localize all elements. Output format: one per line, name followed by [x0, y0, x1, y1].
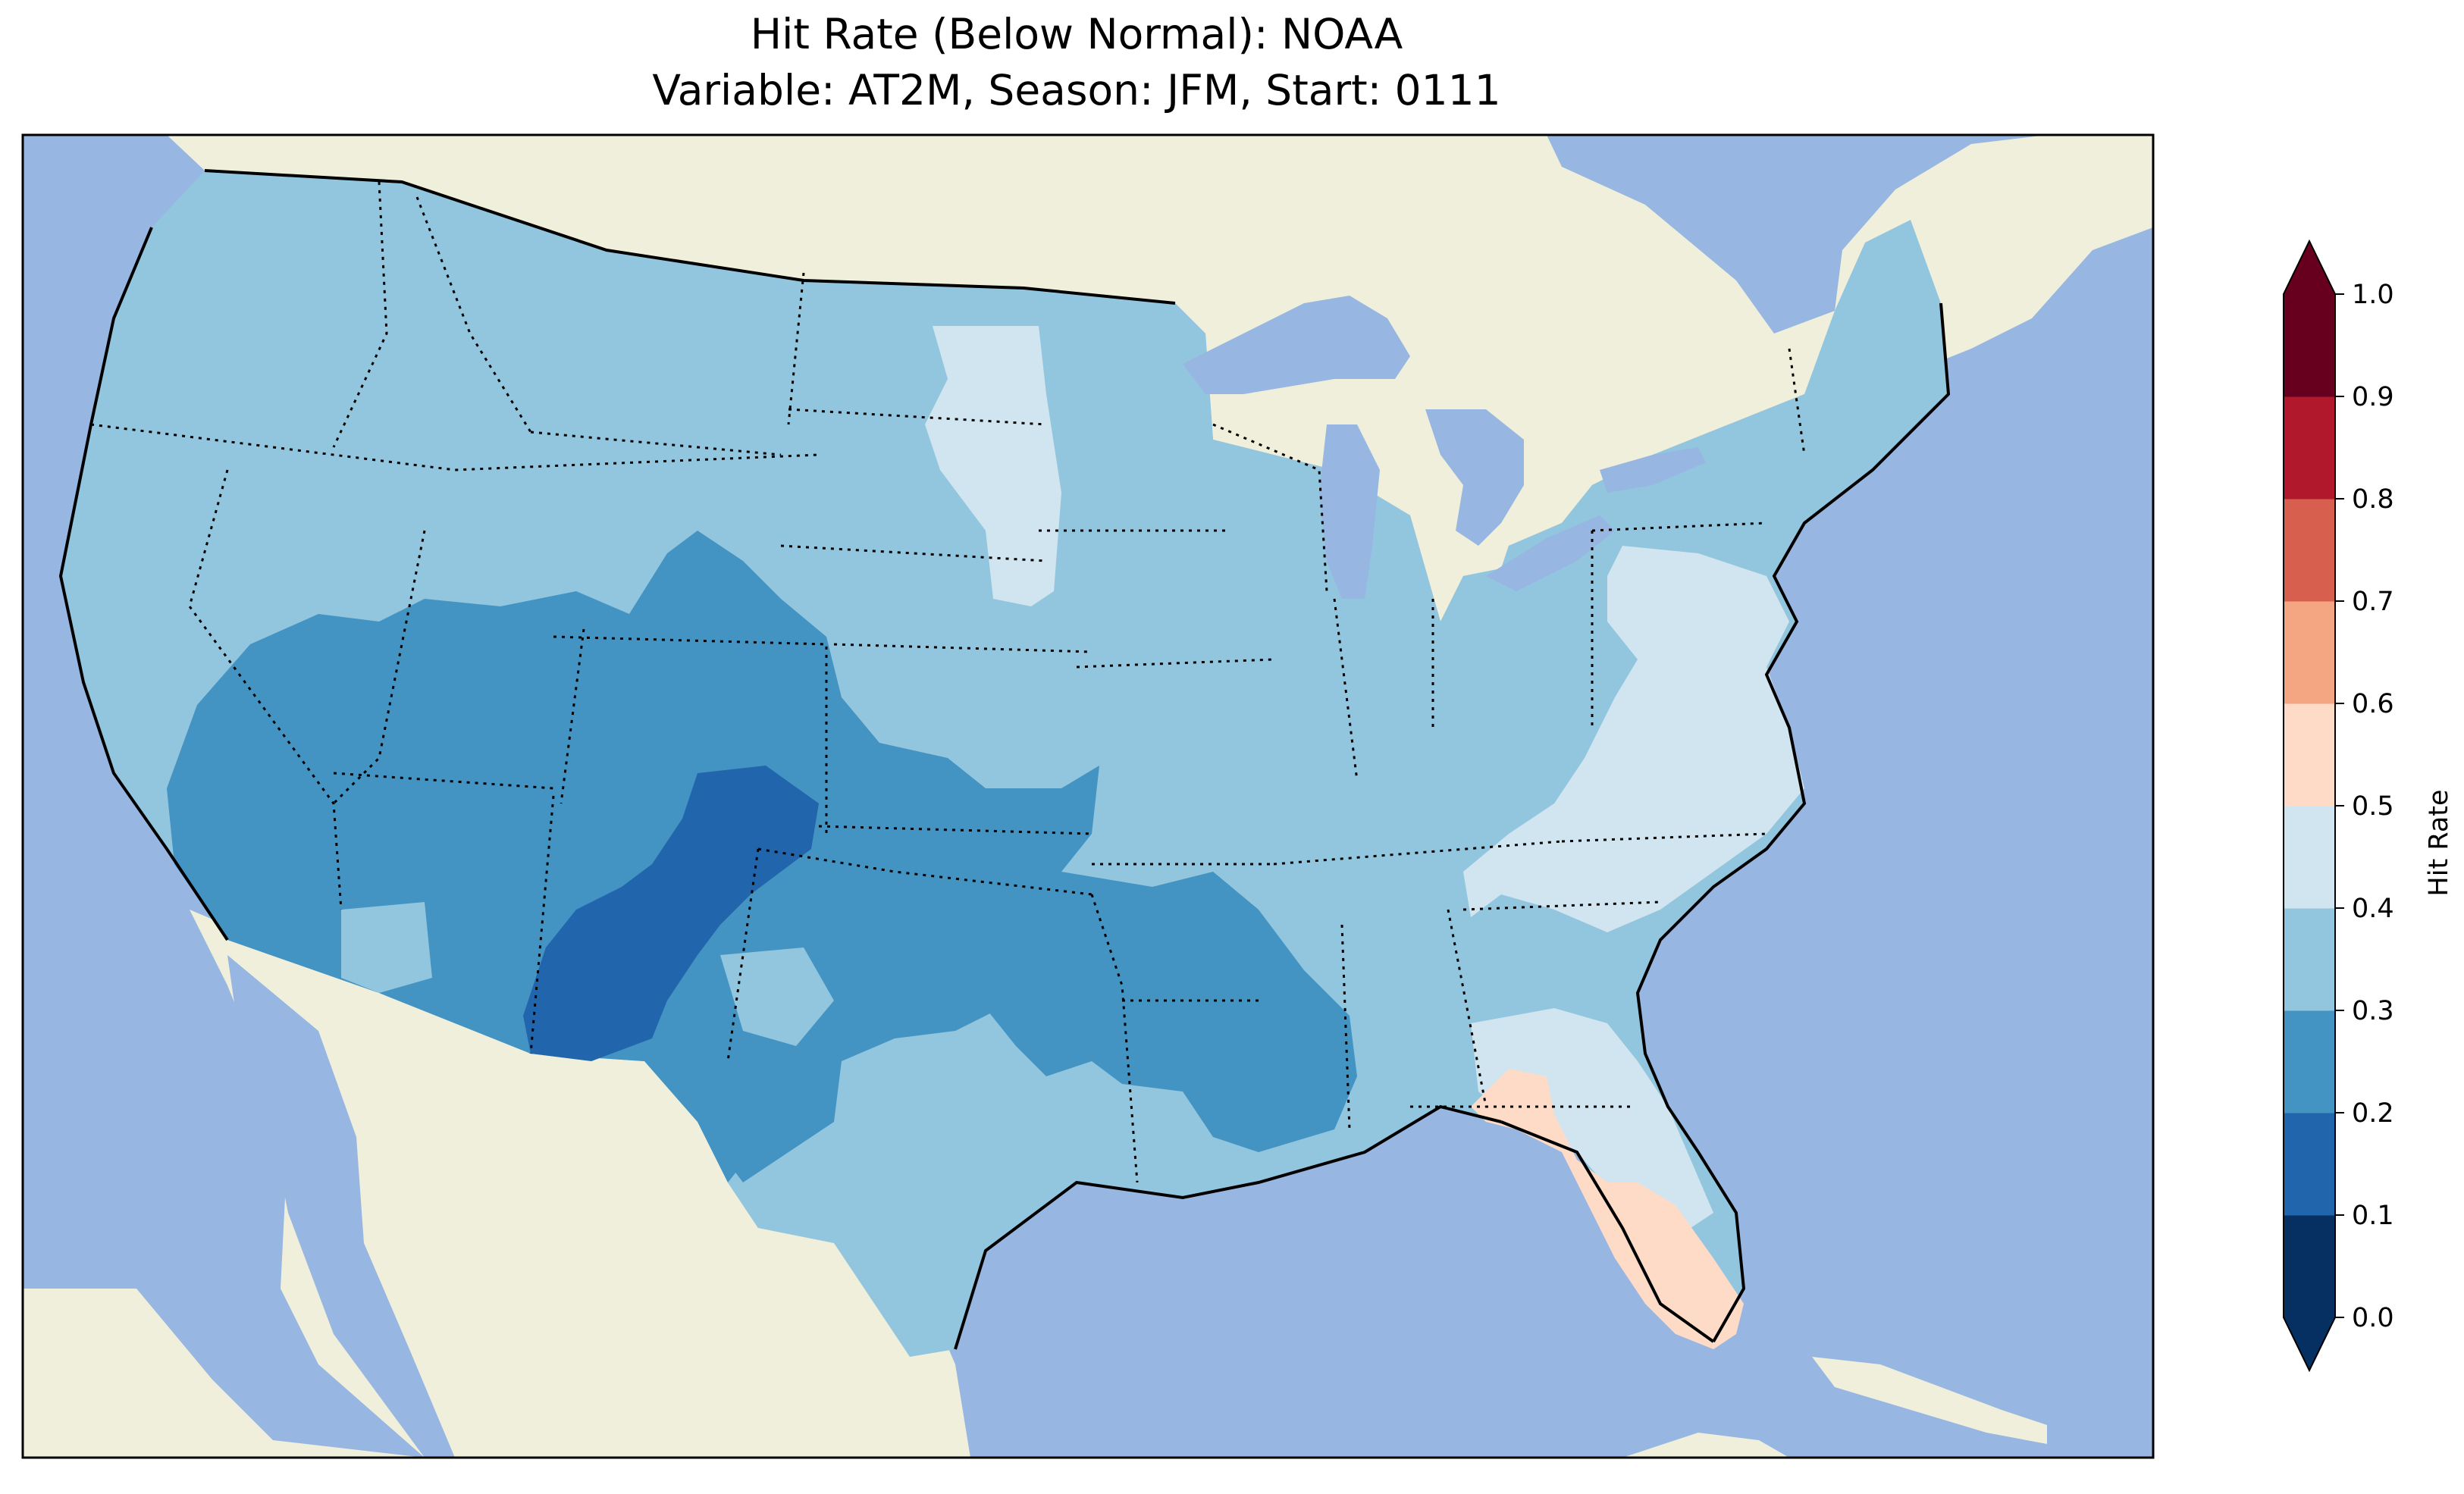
- colorbar-bin: [2284, 1010, 2335, 1113]
- map-title: Hit Rate (Below Normal): NOAA: [750, 10, 1403, 58]
- border-az-nm: [529, 795, 555, 1054]
- colorbar-tick-label: 0.4: [2352, 894, 2394, 924]
- map-area: [23, 135, 2153, 1458]
- colorbar-tick-label: 0.9: [2352, 382, 2394, 412]
- border-nd-sd: [788, 408, 1047, 426]
- dakotas-strip: [925, 326, 1061, 606]
- colorbar-bin: [2284, 908, 2335, 1011]
- canada-land: [167, 135, 2153, 622]
- lake-michigan: [1319, 424, 1380, 599]
- lake-huron: [1425, 409, 1524, 546]
- gulf-coast: [954, 1104, 1502, 1350]
- border-mt-wy: [530, 431, 782, 456]
- southern-plains-region: [986, 872, 1357, 1152]
- border-ky-tn: [1273, 840, 1563, 866]
- canada-us-border: [204, 169, 1176, 305]
- colorbar-bin: [2284, 703, 2335, 807]
- mid-atlantic-region: [1463, 546, 1804, 932]
- border-tn-nc: [1561, 832, 1767, 843]
- southeast-region: [1471, 1008, 1713, 1243]
- colorbar-bin: [2284, 396, 2335, 500]
- lake-superior: [1183, 296, 1410, 394]
- colorbar-extend-low: [2284, 1317, 2335, 1370]
- colorbar-extend-high: [2284, 241, 2335, 294]
- border-il-in: [1333, 598, 1359, 781]
- colorbar-bin: [2284, 499, 2335, 602]
- colorbar-tick-label: 0.0: [2352, 1303, 2394, 1333]
- new-mexico-region: [523, 766, 819, 1061]
- colorbar-tick-label: 0.7: [2352, 587, 2394, 617]
- border-mt-nd: [787, 272, 805, 425]
- colorbar-tick-label: 0.6: [2352, 689, 2394, 719]
- texas-gap: [720, 947, 834, 1046]
- southwest-region: [167, 531, 1099, 1182]
- colorbar-tick-label: 0.1: [2352, 1201, 2394, 1231]
- border-wa-id: [332, 181, 388, 448]
- gulf-of-california: [227, 955, 455, 1458]
- colorbar-bin: [2284, 294, 2335, 397]
- coastlines: [58, 169, 1951, 1350]
- pacific-coast: [58, 227, 229, 941]
- colorbar-bin: [2284, 1215, 2335, 1318]
- utah-nevada-pocket: [341, 902, 432, 993]
- colorbar-tick-label: 0.2: [2352, 1098, 2394, 1129]
- lake-ontario: [1600, 447, 1706, 493]
- colorbar-tick-label: 0.3: [2352, 996, 2394, 1026]
- border-ny-vt: [1788, 348, 1806, 456]
- texas-region: [660, 1001, 788, 1182]
- colorbar-bin: [2284, 806, 2335, 909]
- florida-west-coast: [1500, 1120, 1715, 1343]
- colorbar-title: Hit Rate: [2424, 789, 2454, 896]
- border-nv-ut: [332, 530, 426, 805]
- map-frame: [21, 133, 2155, 1459]
- border-nm-tx: [726, 848, 760, 1062]
- border-ut-az: [333, 772, 554, 790]
- map-subtitle: Variable: AT2M, Season: JFM, Start: 0111: [652, 66, 1501, 114]
- border-ks-ok: [818, 825, 1092, 835]
- colorbar-tick-label: 0.8: [2352, 484, 2394, 515]
- border-al-ga: [1447, 909, 1487, 1107]
- cuba-land: [1812, 1357, 2047, 1444]
- colorbar-tick-label: 0.5: [2352, 791, 2394, 822]
- atlantic-coast: [1635, 302, 1951, 1342]
- florida-region: [1471, 1069, 1744, 1349]
- colorbar-bin: [2284, 1113, 2335, 1216]
- border-ms-al: [1340, 924, 1351, 1130]
- maritime-land: [2002, 189, 2153, 273]
- colorbar-tick-label: 1.0: [2352, 280, 2394, 310]
- yucatan-land: [1622, 1433, 1789, 1458]
- state-borders: [90, 181, 1806, 1183]
- border-wa-or: [90, 423, 820, 471]
- colorbar-bin: [2284, 601, 2335, 704]
- colorbar: 0.0 0.1 0.2 0.3 0.4 0.5 0.6 0.7 0.8 0.9 1.0: [2283, 239, 2394, 1373]
- lake-erie: [1486, 515, 1615, 591]
- border-ne-ks: [833, 643, 1092, 653]
- border-sd-ne: [780, 544, 1047, 562]
- border-tx-la: [1090, 894, 1139, 1183]
